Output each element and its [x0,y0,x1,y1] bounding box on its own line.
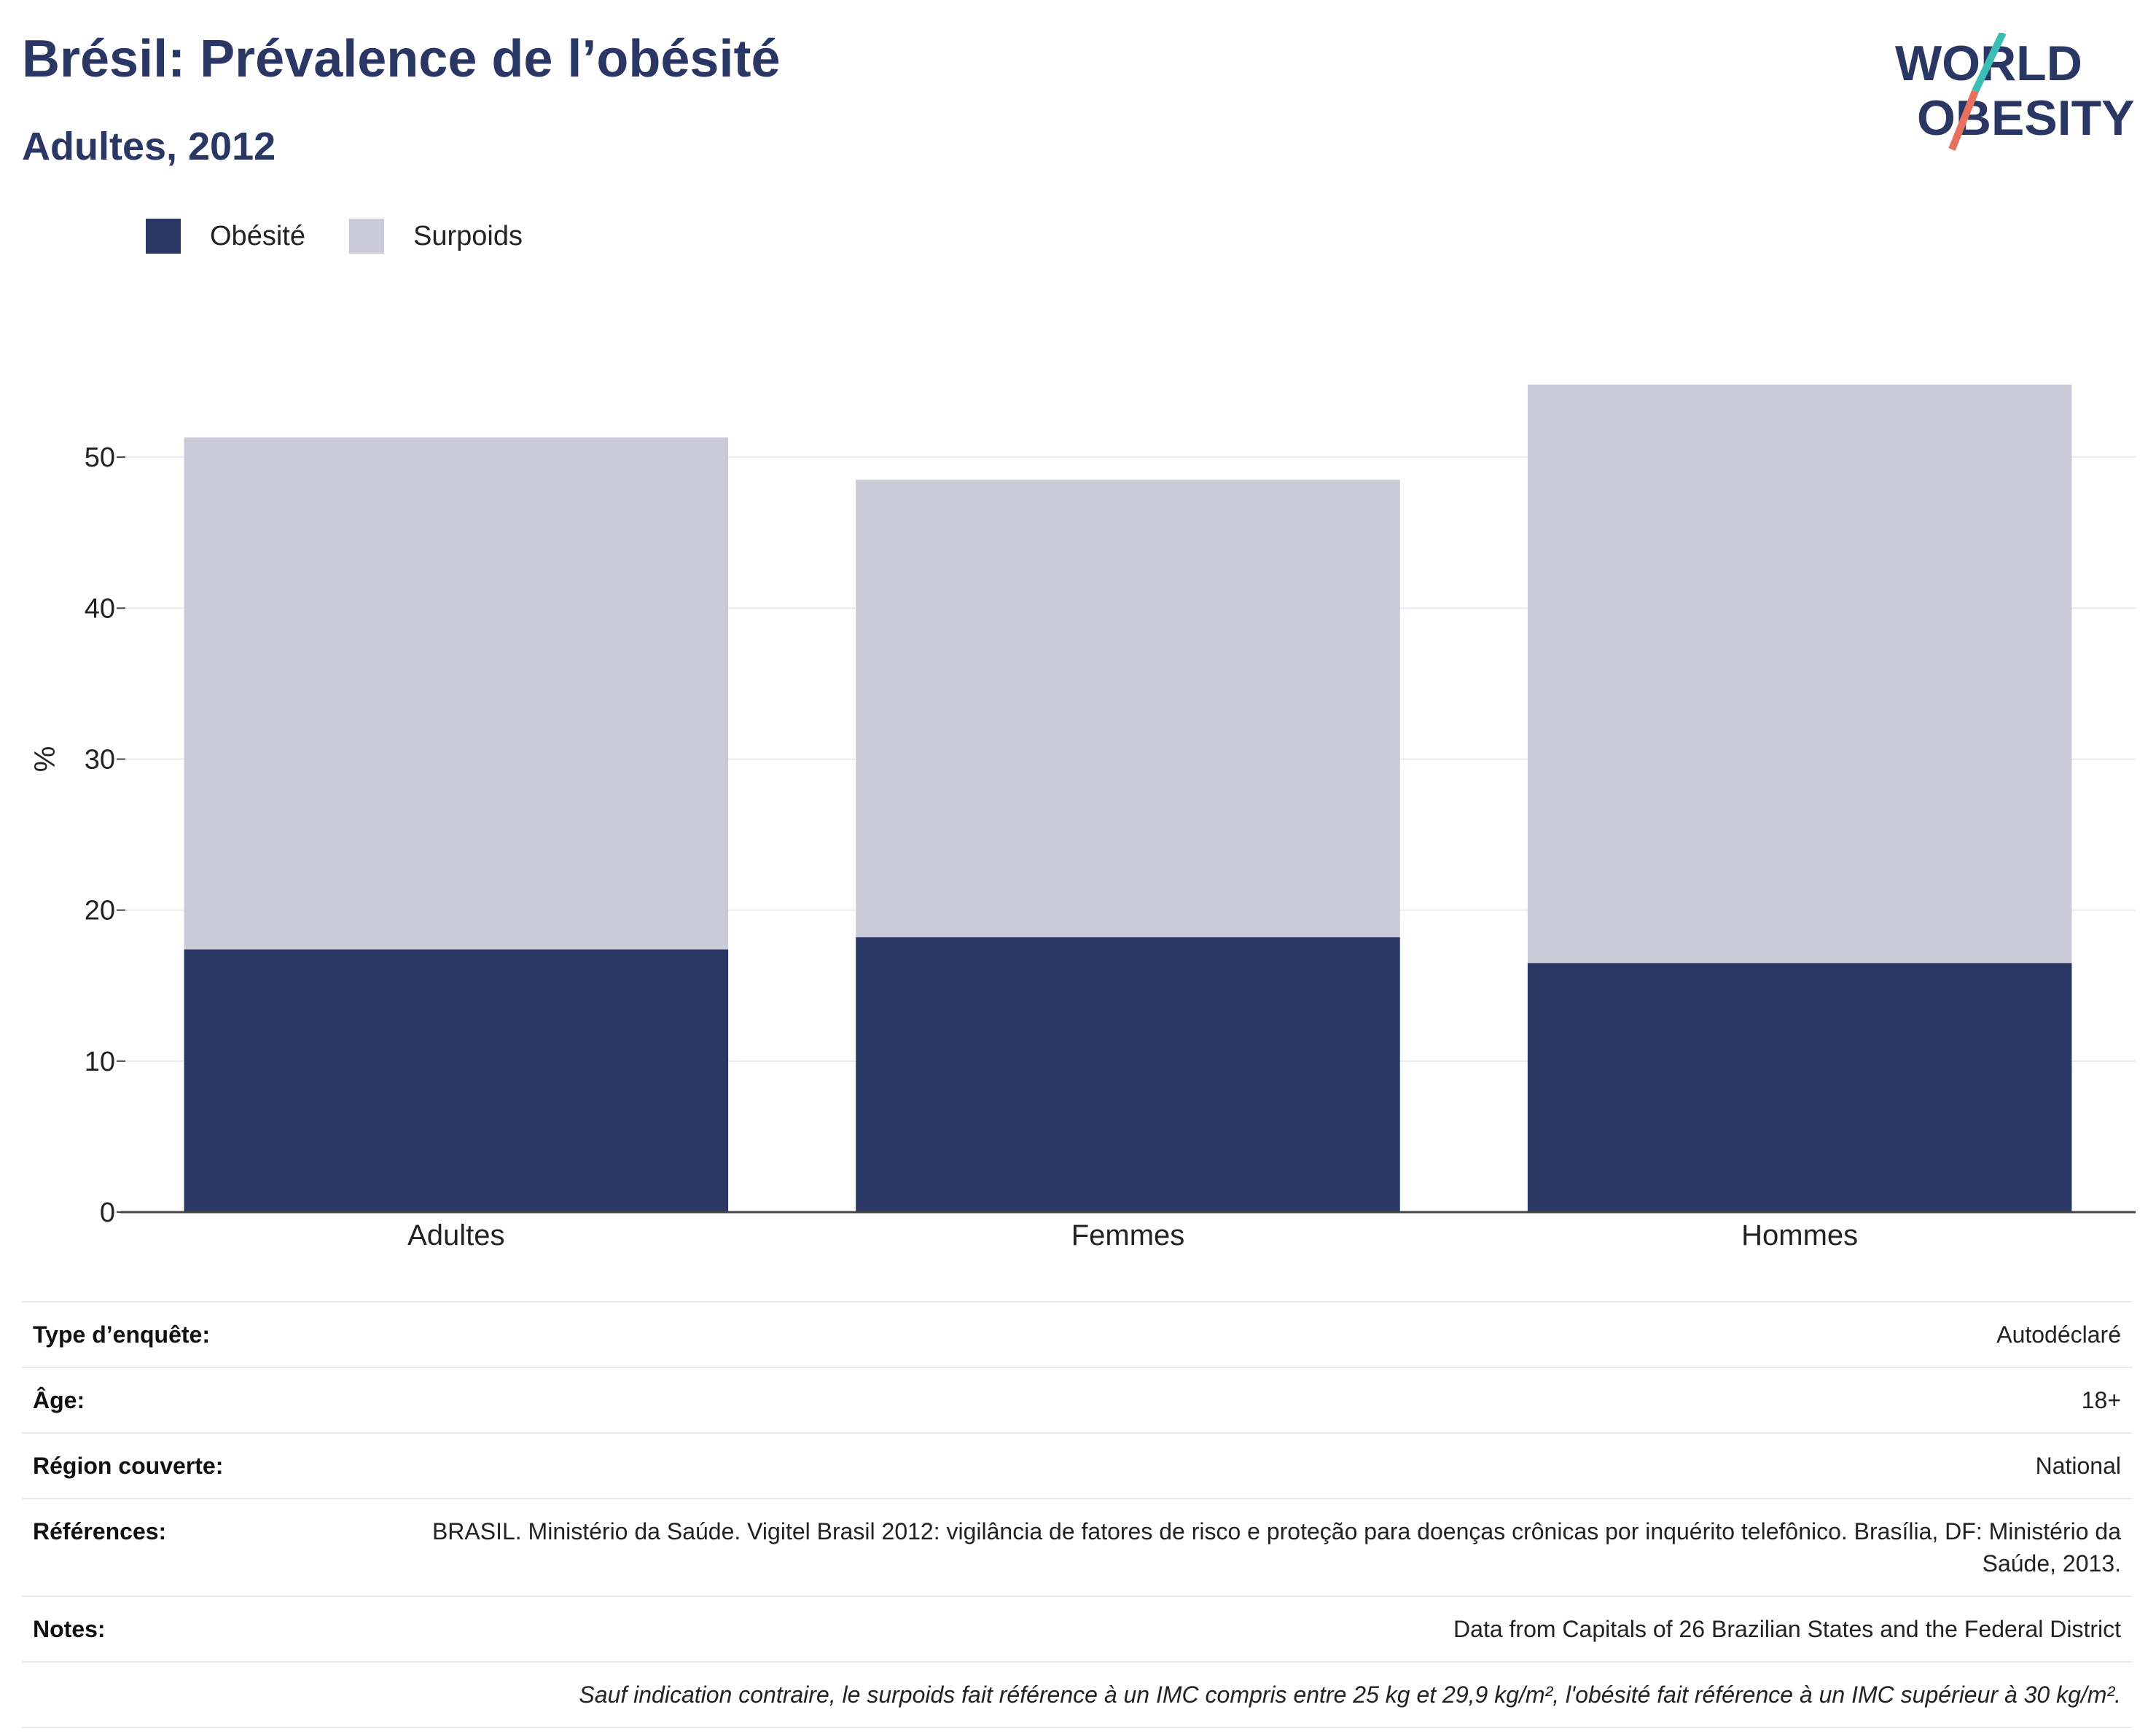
bar-hommes-surpoids [1527,384,2072,964]
logo-teal-slash [1972,33,2007,93]
y-tick-label-10: 10 [85,1047,115,1077]
x-tick-label-adultes: Adultes [407,1219,504,1251]
bar-adultes-surpoids [184,437,729,950]
info-label-survey-type: Type d’enquête: [33,1321,210,1348]
info-value-age: 18+ [2081,1387,2121,1413]
info-label-notes: Notes: [33,1616,106,1642]
info-row-age: Âge: 18+ [22,1368,2132,1434]
world-obesity-logo: WORLD OBESITY [1895,33,2135,151]
survey-info-table: Type d’enquête: Autodéclaré Âge: 18+ Rég… [22,1301,2132,1728]
legend-item-surpoids[interactable]: Surpoids [348,219,523,254]
y-axis-label: % [29,746,61,773]
bar-femmes-surpoids [856,480,1400,937]
y-tick-label-30: 30 [85,745,115,776]
y-tick-label-20: 20 [85,896,115,926]
info-value-notes: Data from Capitals of 26 Brazilian State… [1453,1616,2121,1642]
info-row-notes: Notes: Data from Capitals of 26 Brazilia… [22,1597,2132,1663]
logo-coral-slash [1948,90,1979,151]
info-value-region: National [2035,1453,2121,1479]
y-tick-label-0: 0 [100,1198,115,1228]
info-row-survey-type: Type d’enquête: Autodéclaré [22,1301,2132,1368]
definition-footnote: Sauf indication contraire, le surpoids f… [579,1682,2121,1708]
chart-title: Brésil: Prévalence de l’obésité [22,30,781,88]
info-label-references: Références: [33,1518,167,1544]
y-tick-label-40: 40 [85,593,115,624]
legend-swatch-surpoids [348,219,384,254]
logo-line-2: OBESITY [1917,90,2135,146]
stacked-bar-chart: 0 10 20 30 40 50% Adultes Femmes Hommes [29,384,2136,1251]
info-row-references: Références: BRASIL. Ministério da Saúde.… [22,1499,2132,1597]
y-tick-label-50: 50 [85,442,115,473]
info-label-age: Âge: [33,1387,85,1413]
info-label-region: Région couverte: [33,1453,224,1479]
bar-femmes-obesite [856,937,1400,1212]
legend-label-surpoids: Surpoids [413,220,523,251]
info-row-footnote: Sauf indication contraire, le surpoids f… [22,1663,2132,1728]
bar-hommes-obesite [1527,963,2072,1212]
legend-swatch-obesite [146,219,181,254]
info-value-survey-type: Autodéclaré [1996,1321,2121,1348]
bar-adultes-obesite [184,949,729,1212]
x-tick-label-femmes: Femmes [1071,1219,1185,1251]
chart-legend: Obésité Surpoids [146,219,566,254]
info-value-references: BRASIL. Ministério da Saúde. Vigitel Bra… [431,1518,2121,1577]
info-row-region: Région couverte: National [22,1434,2132,1499]
chart-subtitle: Adultes, 2012 [22,125,276,168]
legend-item-obesite[interactable]: Obésité [146,219,305,254]
legend-label-obesite: Obésité [210,220,305,251]
x-tick-label-hommes: Hommes [1741,1219,1858,1251]
